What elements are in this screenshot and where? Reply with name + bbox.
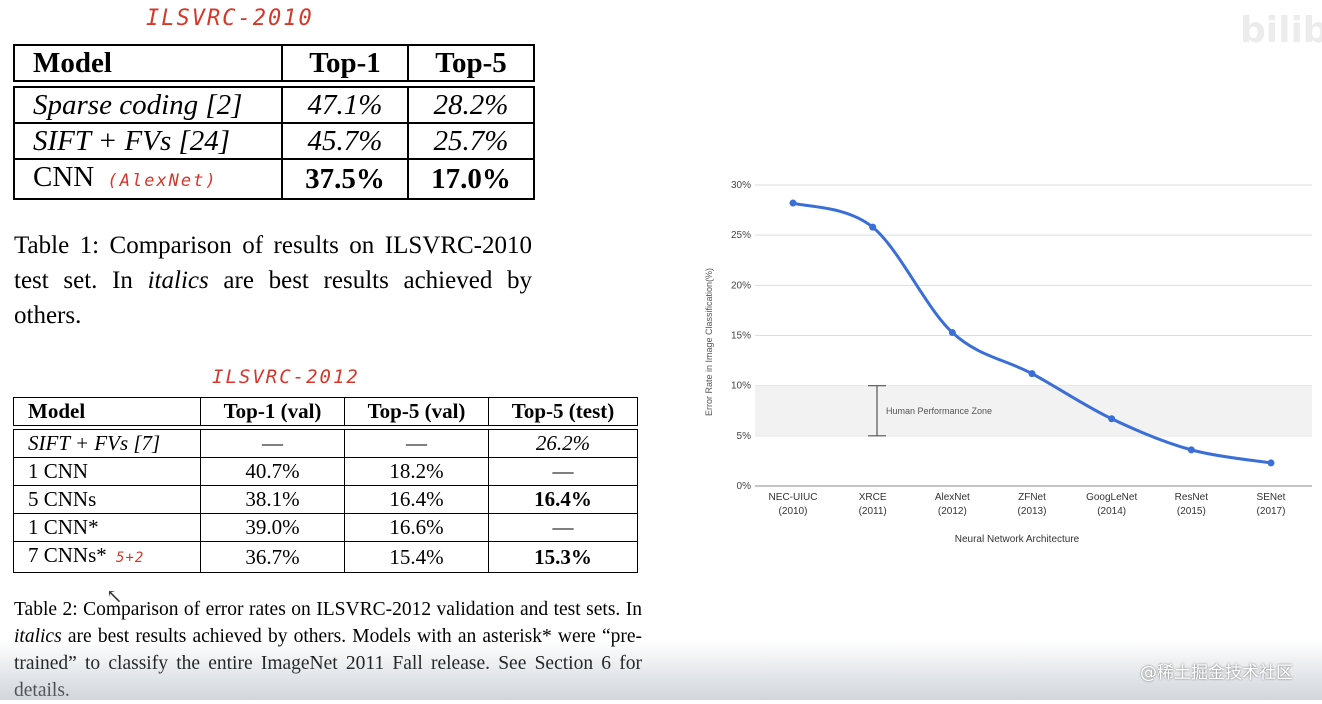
cnn7-handwritten-note: 5+2 [116,550,145,566]
x-tick-year: (2010) [779,506,808,517]
y-axis-label: Error Rate in Image Classification(%) [704,268,714,416]
table1-cell-top5: 25.7% [407,122,535,160]
table1-cell-model: SIFT + FVs [24] [13,122,283,160]
x-axis-ticks: NEC-UIUC (2010) XRCE (2011) AlexNet (2012) ZFN… [769,492,1286,517]
table1-handwritten-note: ILSVRC-2010 [146,6,314,31]
table2-header-model: Model [13,397,201,426]
table1-cell-model: CNN (AlexNet) [13,158,283,200]
table2-cell-top5test: 15.3% [488,541,638,573]
table2-cell-top5val: 15.4% [344,541,489,573]
table1-cell-top1: 47.1% [281,86,409,124]
table1-cell-top1: 45.7% [281,122,409,160]
data-point [1028,370,1036,378]
x-tick-label: ZFNet [1018,492,1046,503]
table2-cell-model: SIFT + FVs [7] [13,429,201,458]
bottom-fade-overlay [0,640,1322,700]
table1-header-top5: Top-5 [407,44,535,82]
table2-cell-top5val: 18.2% [344,457,489,486]
x-tick-year: (2017) [1257,506,1286,517]
table1-header-top1: Top-1 [281,44,409,82]
y-tick-label: 0% [737,481,752,492]
table-row: 7 CNNs* 5+2 36.7% 15.4% 15.3% [13,541,638,573]
table1-cell-top5: 28.2% [407,86,535,124]
table1-header-model: Model [13,44,283,82]
table2-cell-top1: 36.7% [200,541,345,573]
y-tick-label: 25% [731,230,751,241]
site-watermark: @稀土掘金技术社区 [1140,663,1293,683]
data-point [1108,415,1116,423]
y-tick-label: 20% [731,280,751,291]
table2: Model Top-1 (val) Top-5 (val) Top-5 (tes… [13,397,638,573]
table-row: 1 CNN 40.7% 18.2% — [13,457,638,486]
table-row: SIFT + FVs [24] 45.7% 25.7% [13,122,535,160]
table1-caption: Table 1: Comparison of results on ILSVRC… [14,228,532,333]
alexnet-handwritten-note: (AlexNet) [107,171,218,191]
table2-header-top5test: Top-5 (test) [488,397,638,426]
table2-cnn7-label: 7 CNNs* [28,543,107,567]
table2-handwritten-note: ILSVRC-2012 [212,366,360,388]
table1-cell-top5: 17.0% [407,158,535,200]
x-tick-year: (2012) [938,506,967,517]
table2-header-top1: Top-1 (val) [200,397,345,426]
table2-cell-model: 1 CNN* [13,513,201,542]
table2-cell-top1: 39.0% [200,513,345,542]
x-tick-year: (2013) [1018,506,1047,517]
x-tick-label: AlexNet [935,492,970,503]
data-points [789,199,1275,467]
data-point [948,328,956,336]
x-tick-label: XRCE [859,492,887,503]
x-tick-year: (2014) [1097,506,1126,517]
mouse-cursor-icon: ↖ [106,586,123,608]
table1-caption-text: Table 1: Comparison of results on ILSVRC… [14,232,532,329]
data-point [1187,446,1195,454]
table2-cell-top1: 38.1% [200,485,345,514]
table2-cell-model: 1 CNN [13,457,201,486]
table-row: Sparse coding [2] 47.1% 28.2% [13,86,535,124]
x-tick-label: SENet [1257,492,1286,503]
table2-cell-model: 5 CNNs [13,485,201,514]
table2-cell-top5val: 16.6% [344,513,489,542]
table2-header-top5val: Top-5 (val) [344,397,489,426]
table2-cell-top5test: — [488,513,638,542]
data-point [869,223,877,231]
table2-cell-top5test: 26.2% [488,429,638,458]
y-tick-label: 15% [731,331,751,342]
x-tick-label: NEC-UIUC [769,492,818,503]
x-tick-year: (2015) [1177,506,1206,517]
table2-cell-top5test: — [488,457,638,486]
data-point [1267,459,1275,467]
human-performance-zone [755,385,1312,436]
x-tick-label: GoogLeNet [1086,492,1137,503]
table-row: 1 CNN* 39.0% 16.6% — [13,513,638,542]
table-row: 5 CNNs 38.1% 16.4% 16.4% [13,485,638,514]
x-tick-label: ResNet [1175,492,1209,503]
data-point [789,199,797,207]
error-rate-chart: Human Performance Zone 0% 5% 10% 15% 20% 25% 3… [704,180,1312,545]
x-tick-year: (2011) [859,506,887,517]
band-label: Human Performance Zone [886,406,992,416]
table2-cell-top5val: — [344,429,489,458]
table-row: CNN (AlexNet) 37.5% 17.0% [13,158,535,200]
y-tick-label: 5% [737,431,752,442]
chart-grid [755,184,1312,487]
table2-cell-top5val: 16.4% [344,485,489,514]
y-tick-label: 10% [731,381,751,392]
x-axis-label: Neural Network Architecture [955,534,1080,545]
table1-cell-top1: 37.5% [281,158,409,200]
table1-cnn-label: CNN [33,161,95,193]
table1-cell-model: Sparse coding [2] [13,86,283,124]
table2-cell-top1: — [200,429,345,458]
table1: Model Top-1 Top-5 Sparse coding [2] 47.1… [13,44,535,200]
y-tick-label: 30% [731,180,751,191]
table-row: SIFT + FVs [7] — — 26.2% [13,429,638,458]
table2-cell-model: 7 CNNs* 5+2 [13,541,201,573]
human-performance-band: Human Performance Zone [755,385,1312,437]
y-axis-ticks: 0% 5% 10% 15% 20% 25% 30% [731,180,751,492]
table2-cell-top5test: 16.4% [488,485,638,514]
table2-cell-top1: 40.7% [200,457,345,486]
video-watermark: bilib [1240,10,1322,51]
